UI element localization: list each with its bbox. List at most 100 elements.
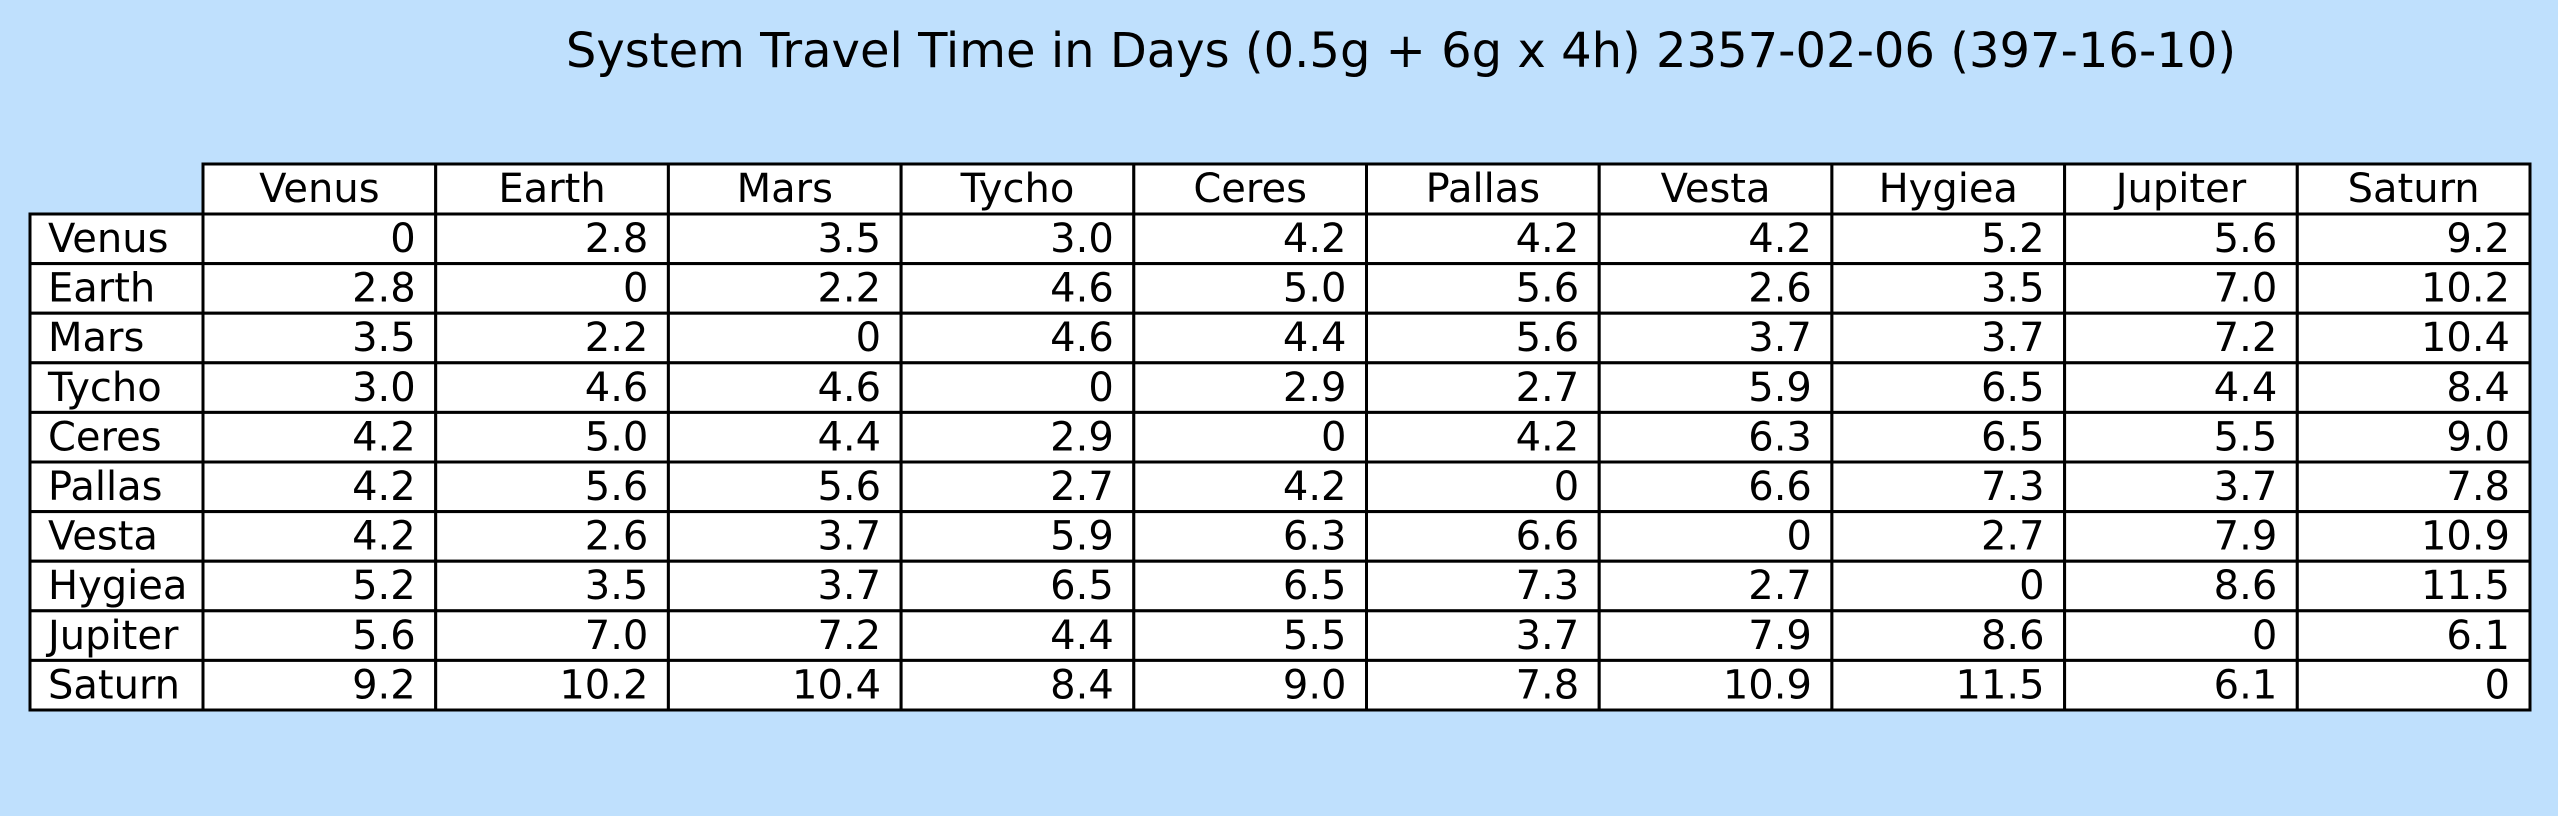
table-cell bbox=[201, 410, 438, 464]
row-header-label: Ceres bbox=[48, 414, 162, 460]
table-cell bbox=[1132, 212, 1369, 266]
cell-value: 6.6 bbox=[1516, 514, 1580, 560]
table-cell bbox=[434, 510, 670, 563]
table-cell bbox=[434, 212, 670, 266]
table-cell bbox=[1132, 410, 1369, 464]
cell-value: 10.4 bbox=[2421, 315, 2510, 361]
cell-value: 9.2 bbox=[2446, 216, 2510, 262]
column-header-label: Earth bbox=[498, 166, 605, 212]
cell-value: 2.2 bbox=[585, 315, 649, 361]
cell-value: 5.6 bbox=[2214, 216, 2278, 262]
cell-value: 0 bbox=[1321, 414, 1346, 460]
column-header-cell bbox=[434, 162, 670, 216]
cell-value: 5.6 bbox=[352, 613, 416, 659]
column-header-label: Ceres bbox=[1193, 166, 1307, 212]
table-cell bbox=[2295, 262, 2532, 315]
table-cell bbox=[1830, 609, 2067, 662]
table-cell bbox=[2295, 212, 2532, 266]
cell-value: 5.6 bbox=[1516, 266, 1580, 312]
cell-value: 10.4 bbox=[792, 662, 881, 708]
row-header-label: Venus bbox=[48, 216, 168, 262]
table-cell bbox=[899, 559, 1136, 613]
cell-value: 4.4 bbox=[817, 414, 881, 460]
table-cell bbox=[666, 410, 903, 464]
table-cell bbox=[1365, 212, 1601, 266]
cell-value: 5.2 bbox=[352, 563, 416, 609]
cell-value: 2.6 bbox=[585, 514, 649, 560]
cell-value: 6.6 bbox=[1748, 464, 1812, 510]
cell-value: 6.3 bbox=[1748, 414, 1812, 460]
cell-value: 5.9 bbox=[1748, 365, 1812, 411]
table-cell bbox=[1597, 460, 1834, 514]
cell-value: 0 bbox=[1088, 365, 1113, 411]
cell-value: 6.5 bbox=[1981, 414, 2045, 460]
cell-value: 11.5 bbox=[1956, 662, 2045, 708]
cell-value: 2.7 bbox=[1748, 563, 1812, 609]
table-cell bbox=[666, 658, 903, 712]
column-header-label: Venus bbox=[259, 166, 379, 212]
cell-value: 7.0 bbox=[585, 613, 649, 659]
table-cell bbox=[2295, 361, 2532, 414]
row-header-cell bbox=[28, 410, 205, 464]
table-cell bbox=[1597, 410, 1834, 464]
row-header-cell bbox=[28, 361, 205, 414]
cell-value: 2.7 bbox=[1981, 514, 2045, 560]
cell-value: 3.5 bbox=[817, 216, 881, 262]
row-header-label: Hygiea bbox=[48, 563, 187, 609]
cell-value: 2.9 bbox=[1050, 414, 1114, 460]
table-cell bbox=[201, 510, 438, 563]
cell-value: 3.7 bbox=[1981, 315, 2045, 361]
cell-value: 7.2 bbox=[817, 613, 881, 659]
cell-value: 5.5 bbox=[1283, 613, 1347, 659]
cell-value: 6.5 bbox=[1981, 365, 2045, 411]
table-cell bbox=[1132, 361, 1369, 414]
cell-value: 0 bbox=[856, 315, 881, 361]
table-cell bbox=[2295, 460, 2532, 514]
cell-value: 2.9 bbox=[1283, 365, 1347, 411]
table-cell bbox=[201, 609, 438, 662]
table-cell bbox=[1830, 410, 2067, 464]
cell-value: 7.8 bbox=[1516, 662, 1580, 708]
cell-value: 4.2 bbox=[352, 414, 416, 460]
cell-value: 8.4 bbox=[1050, 662, 1114, 708]
cell-value: 7.9 bbox=[2214, 514, 2278, 560]
cell-value: 7.2 bbox=[2214, 315, 2278, 361]
table-cell bbox=[666, 212, 903, 266]
cell-value: 3.0 bbox=[352, 365, 416, 411]
row-header-cell bbox=[28, 658, 205, 712]
table-cell bbox=[2295, 311, 2532, 365]
cell-value: 4.2 bbox=[352, 514, 416, 560]
row-header-label: Earth bbox=[48, 266, 155, 312]
table-cell bbox=[666, 262, 903, 315]
cell-value: 8.6 bbox=[1981, 613, 2045, 659]
cell-value: 5.6 bbox=[585, 464, 649, 510]
cell-value: 5.0 bbox=[585, 414, 649, 460]
table-cell bbox=[2295, 510, 2532, 563]
cell-value: 5.6 bbox=[1516, 315, 1580, 361]
table-cell bbox=[2295, 410, 2532, 464]
cell-value: 4.6 bbox=[1050, 315, 1114, 361]
cell-value: 10.9 bbox=[2421, 514, 2510, 560]
cell-value: 5.5 bbox=[2214, 414, 2278, 460]
cell-value: 0 bbox=[2019, 563, 2044, 609]
column-header-label: Mars bbox=[737, 166, 833, 212]
table-cell bbox=[2063, 609, 2299, 662]
column-header-label: Vesta bbox=[1661, 166, 1771, 212]
table-cell bbox=[1365, 361, 1601, 414]
table-cell bbox=[1830, 212, 2067, 266]
cell-value: 8.4 bbox=[2446, 365, 2510, 411]
table-cell bbox=[2295, 609, 2532, 662]
cell-value: 2.7 bbox=[1050, 464, 1114, 510]
column-header-cell bbox=[1830, 162, 2067, 216]
cell-value: 7.0 bbox=[2214, 266, 2278, 312]
cell-value: 4.2 bbox=[1516, 414, 1580, 460]
table-cell bbox=[899, 212, 1136, 266]
cell-value: 2.6 bbox=[1748, 266, 1812, 312]
cell-value: 3.7 bbox=[2214, 464, 2278, 510]
row-header-label: Tycho bbox=[47, 365, 162, 411]
cell-value: 2.8 bbox=[352, 266, 416, 312]
table-cell bbox=[2063, 410, 2299, 464]
column-header-label: Tycho bbox=[960, 166, 1075, 212]
table-cell bbox=[434, 262, 670, 315]
cell-value: 3.0 bbox=[1050, 216, 1114, 262]
